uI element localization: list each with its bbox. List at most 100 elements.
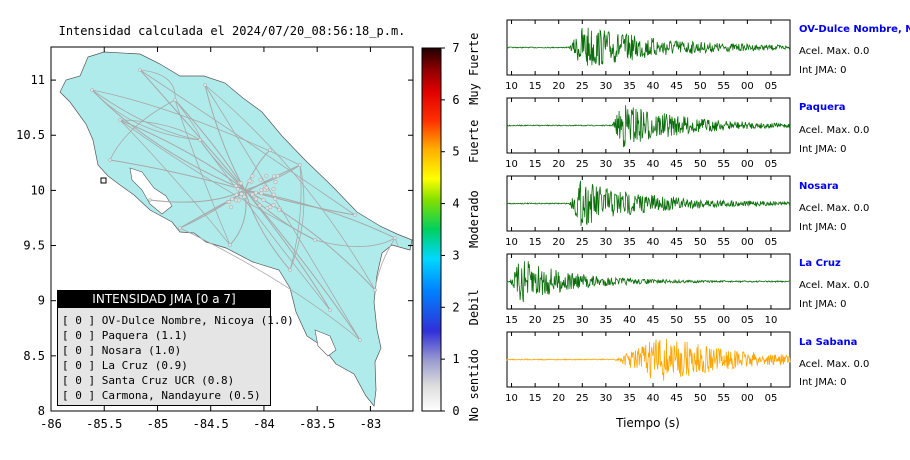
- y-tick-label: 10: [31, 183, 45, 197]
- time-tick-label: 40: [647, 237, 660, 248]
- legend-row: [ 0 ] Nosara (1.0): [62, 344, 182, 357]
- y-tick-label: 10.5: [16, 128, 45, 142]
- time-tick-label: 15: [529, 237, 542, 248]
- city-dot: [239, 191, 244, 196]
- station-int: Int JMA: 0: [799, 65, 847, 76]
- epicenter-marker: [100, 177, 107, 184]
- y-tick-label: 8.5: [23, 349, 45, 363]
- city-dot: [247, 178, 252, 183]
- time-tick-label: 15: [505, 315, 518, 326]
- road: [244, 164, 301, 191]
- station-acel: Acel. Max. 0.0: [799, 359, 870, 370]
- waveform: [506, 105, 791, 148]
- time-tick-label: 30: [576, 315, 589, 326]
- colorbar-label: Fuerte: [467, 120, 481, 163]
- time-tick-label: 00: [717, 315, 730, 326]
- time-tick-label: 45: [670, 237, 683, 248]
- time-tick-label: 50: [694, 159, 707, 170]
- city-dot: [257, 203, 262, 208]
- road: [91, 89, 201, 141]
- x-tick-label: -86: [40, 417, 62, 431]
- time-tick-label: 00: [741, 237, 754, 248]
- road: [244, 189, 396, 239]
- chart-title: Intensidad calculada el 2024/07/20_08:56…: [59, 24, 406, 38]
- time-tick-label: 00: [741, 81, 754, 92]
- time-tick-label: 20: [529, 315, 542, 326]
- time-tick-label: 30: [600, 81, 613, 92]
- time-tick-label: 30: [600, 159, 613, 170]
- city-dot: [254, 196, 259, 201]
- road: [119, 119, 201, 141]
- waveform: [506, 27, 791, 66]
- station-acel: Acel. Max. 0.0: [799, 46, 870, 57]
- road: [204, 84, 246, 191]
- time-tick-label: 50: [670, 315, 683, 326]
- road: [91, 89, 301, 166]
- legend-row: [ 0 ] Paquera (1.1): [62, 329, 188, 342]
- waveform: [506, 338, 791, 381]
- station-name: Paquera: [799, 102, 846, 113]
- city-dot: [148, 198, 152, 202]
- city-dot: [242, 194, 247, 199]
- waveform: [506, 180, 791, 226]
- time-tick-label: 35: [623, 237, 636, 248]
- city-dot: [353, 213, 357, 217]
- map-frame: [50, 46, 414, 412]
- colorbar-tick-label: 7: [452, 41, 459, 55]
- time-tick-label: 25: [576, 81, 589, 92]
- city-dot: [258, 177, 263, 182]
- city-dot: [250, 192, 255, 197]
- time-tick-label: 45: [670, 81, 683, 92]
- city-dot: [358, 338, 362, 342]
- road: [244, 189, 361, 341]
- road: [289, 164, 302, 271]
- city-dot: [178, 226, 182, 230]
- city-dot: [203, 83, 207, 87]
- time-tick-label: 05: [765, 393, 778, 404]
- time-tick-label: 55: [717, 81, 730, 92]
- colorbar-tick-label: 1: [452, 352, 459, 366]
- city-dot: [227, 200, 232, 205]
- legend-row: [ 0 ] Carmona, Nandayure (0.5): [62, 389, 261, 402]
- city-dot: [275, 173, 280, 178]
- time-tick-label: 25: [552, 315, 565, 326]
- costa-rica-land: [59, 51, 413, 407]
- city-dot: [253, 190, 258, 195]
- road: [91, 89, 246, 191]
- road: [119, 119, 231, 246]
- road: [289, 164, 305, 271]
- time-tick-label: 05: [765, 159, 778, 170]
- city-dot: [328, 308, 332, 312]
- city-dot: [373, 288, 377, 292]
- road: [244, 149, 271, 191]
- city-dot: [298, 163, 302, 167]
- time-tick-label: 55: [717, 159, 730, 170]
- time-tick-label: 20: [552, 237, 565, 248]
- road: [109, 159, 246, 191]
- time-tick-label: 30: [600, 237, 613, 248]
- road: [244, 189, 376, 291]
- intensity-legend: INTENSIDAD JMA [0 a 7] [ 0 ] OV-Dulce No…: [57, 290, 294, 406]
- city-dot: [271, 192, 276, 197]
- road: [199, 139, 331, 311]
- time-tick-label: 20: [552, 81, 565, 92]
- time-tick-label: 40: [647, 81, 660, 92]
- city-dot: [313, 238, 317, 242]
- road: [139, 69, 356, 216]
- road: [119, 119, 316, 241]
- city-dot: [198, 138, 202, 142]
- colorbar-label: Moderado: [467, 190, 481, 248]
- colorbar-tick-label: 6: [452, 93, 459, 107]
- colorbar-tick-label: 2: [452, 300, 459, 314]
- city-dot: [273, 179, 278, 184]
- time-tick-label: 35: [623, 159, 636, 170]
- y-tick-label: 9.5: [23, 239, 45, 253]
- time-tick-label: 10: [505, 81, 518, 92]
- time-tick-label: 50: [694, 393, 707, 404]
- time-tick-label: 40: [623, 315, 636, 326]
- city-dot: [288, 268, 292, 272]
- x-tick-label: -85: [147, 417, 169, 431]
- time-tick-label: 25: [576, 393, 589, 404]
- colorbar-label: Muy Fuerte: [467, 33, 481, 105]
